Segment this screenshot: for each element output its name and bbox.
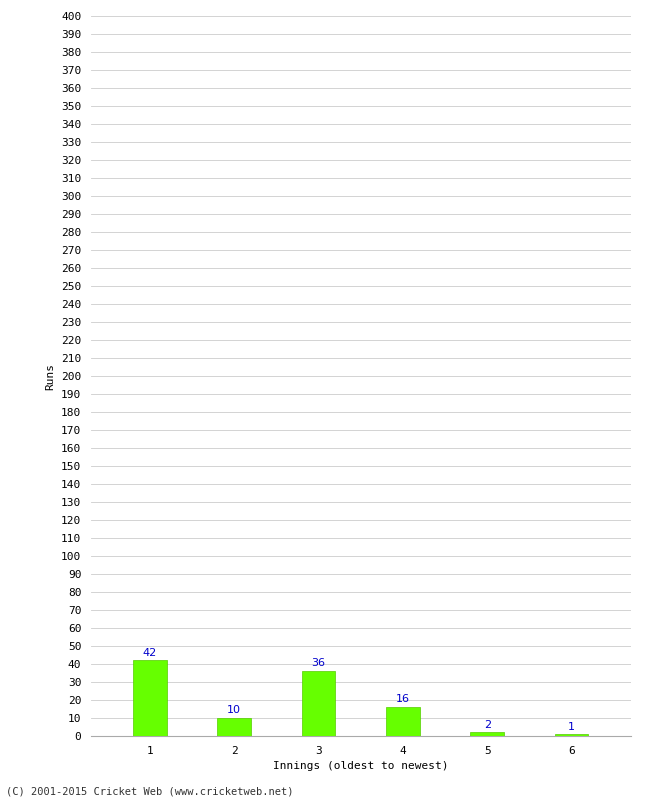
Y-axis label: Runs: Runs	[46, 362, 55, 390]
Bar	[218, 718, 251, 736]
Text: 10: 10	[227, 706, 241, 715]
Bar	[133, 661, 167, 736]
Bar	[554, 734, 588, 736]
Bar	[386, 707, 420, 736]
Text: 42: 42	[143, 648, 157, 658]
Text: 36: 36	[311, 658, 326, 669]
Bar	[302, 671, 335, 736]
Bar	[471, 733, 504, 736]
Text: (C) 2001-2015 Cricket Web (www.cricketweb.net): (C) 2001-2015 Cricket Web (www.cricketwe…	[6, 786, 294, 796]
Text: 1: 1	[568, 722, 575, 731]
X-axis label: Innings (oldest to newest): Innings (oldest to newest)	[273, 762, 448, 771]
Text: 2: 2	[484, 720, 491, 730]
Text: 16: 16	[396, 694, 410, 705]
